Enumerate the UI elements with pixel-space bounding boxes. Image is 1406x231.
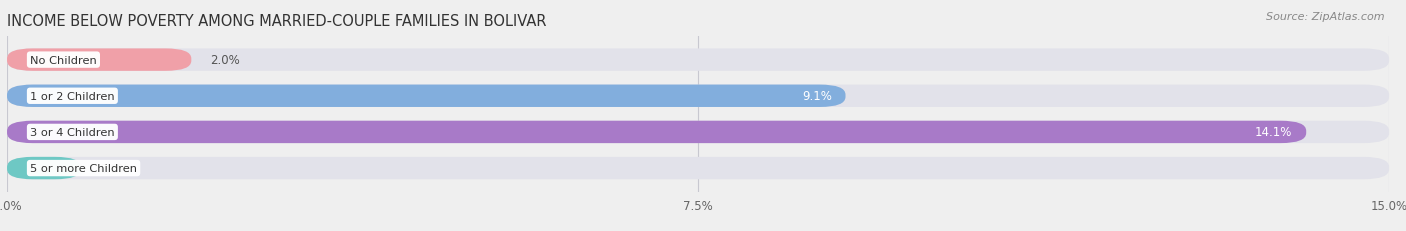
Text: 2.0%: 2.0% [209, 54, 239, 67]
FancyBboxPatch shape [7, 85, 845, 107]
FancyBboxPatch shape [7, 85, 1389, 107]
Text: 5 or more Children: 5 or more Children [30, 163, 136, 173]
FancyBboxPatch shape [7, 49, 1389, 72]
FancyBboxPatch shape [7, 49, 191, 72]
Text: 1 or 2 Children: 1 or 2 Children [30, 91, 115, 101]
Text: INCOME BELOW POVERTY AMONG MARRIED-COUPLE FAMILIES IN BOLIVAR: INCOME BELOW POVERTY AMONG MARRIED-COUPL… [7, 14, 547, 29]
Text: No Children: No Children [30, 55, 97, 65]
Text: 14.1%: 14.1% [1256, 126, 1292, 139]
FancyBboxPatch shape [7, 121, 1306, 143]
Text: 0.0%: 0.0% [100, 162, 129, 175]
Text: Source: ZipAtlas.com: Source: ZipAtlas.com [1267, 12, 1385, 21]
Text: 9.1%: 9.1% [801, 90, 832, 103]
FancyBboxPatch shape [7, 121, 1389, 143]
Text: 3 or 4 Children: 3 or 4 Children [30, 127, 115, 137]
FancyBboxPatch shape [7, 157, 80, 179]
FancyBboxPatch shape [7, 157, 1389, 179]
